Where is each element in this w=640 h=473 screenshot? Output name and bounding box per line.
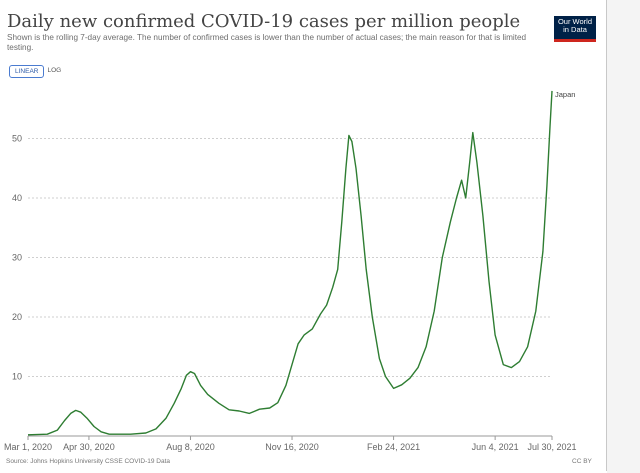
x-tick-label: Apr 30, 2020 bbox=[63, 442, 115, 452]
linear-scale-button[interactable]: LINEAR bbox=[9, 65, 45, 78]
gridlines bbox=[28, 138, 552, 377]
x-tick-label: Feb 24, 2021 bbox=[367, 442, 420, 452]
x-tick-label: Nov 16, 2020 bbox=[265, 442, 319, 452]
logo-line-2: in Data bbox=[563, 25, 587, 34]
x-tick-label: Jul 30, 2021 bbox=[527, 442, 576, 452]
y-tick-label: 40 bbox=[12, 193, 22, 203]
x-tick-label: Mar 1, 2020 bbox=[4, 442, 52, 452]
y-axis: 10 20 30 40 50 bbox=[12, 134, 22, 382]
y-tick-label: 50 bbox=[12, 134, 22, 144]
log-scale-button[interactable]: LOG bbox=[44, 65, 67, 78]
series-group: Japan bbox=[27, 90, 575, 436]
chart-subtitle: Shown is the rolling 7-day average. The … bbox=[7, 33, 527, 52]
scale-toggle: LINEAR LOG bbox=[9, 65, 67, 78]
x-axis: Mar 1, 2020 Apr 30, 2020 Aug 8, 2020 Nov 16… bbox=[4, 436, 577, 452]
chart-frame bbox=[606, 0, 607, 471]
source-note: Source: Johns Hopkins University CSSE CO… bbox=[6, 458, 171, 465]
series-line-japan bbox=[27, 90, 553, 436]
x-tick-label: Jun 4, 2021 bbox=[472, 442, 519, 452]
line-chart: 10 20 30 40 50 Mar 1, 2020 Apr 30, 2020 Aug 8,… bbox=[4, 90, 577, 452]
series-label-japan: Japan bbox=[555, 90, 575, 99]
chart-title: Daily new confirmed COVID-19 cases per m… bbox=[7, 11, 521, 32]
y-tick-label: 20 bbox=[12, 312, 22, 322]
y-tick-label: 10 bbox=[12, 372, 22, 382]
license-link[interactable]: CC BY bbox=[572, 458, 592, 465]
x-tick-label: Aug 8, 2020 bbox=[166, 442, 215, 452]
logo-line-1: Our World bbox=[557, 17, 593, 26]
page-margin bbox=[607, 0, 640, 473]
y-tick-label: 30 bbox=[12, 253, 22, 263]
owid-logo[interactable]: Our World in Data bbox=[554, 16, 596, 42]
